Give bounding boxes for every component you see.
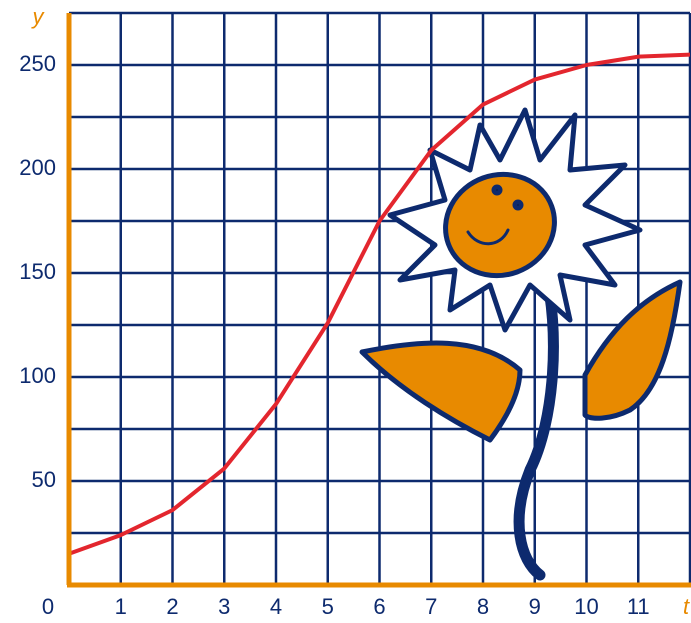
leaf-right: [585, 282, 680, 418]
x-tick-label: 1: [115, 594, 127, 619]
stem: [519, 270, 553, 575]
eye: [494, 187, 500, 193]
x-tick-label: 7: [425, 594, 437, 619]
y-tick-label: 100: [19, 363, 56, 388]
grid: [69, 13, 690, 585]
eye: [515, 202, 521, 208]
chart: y t 50 100 150 200 250 0 1 2 3 4 5 6 7 8 9 10 11: [0, 0, 691, 623]
y-axis-label: y: [31, 4, 46, 29]
y-tick-label: 200: [19, 155, 56, 180]
x-tick-label: 11: [627, 594, 650, 619]
x-tick-label: 0: [42, 594, 54, 619]
x-tick-label: 6: [373, 594, 385, 619]
x-tick-label: 9: [529, 594, 541, 619]
y-tick-label: 150: [19, 259, 56, 284]
leaf-left: [362, 343, 520, 440]
x-tick-label: 5: [322, 594, 334, 619]
x-tick-label: 3: [218, 594, 230, 619]
x-tick-label: 2: [166, 594, 178, 619]
x-axis-label: t: [683, 594, 690, 619]
x-tick-label: 8: [477, 594, 489, 619]
x-tick-label: 10: [574, 594, 598, 619]
x-tick-label: 4: [270, 594, 282, 619]
y-tick-label: 50: [32, 467, 56, 492]
y-tick-label: 250: [19, 51, 56, 76]
